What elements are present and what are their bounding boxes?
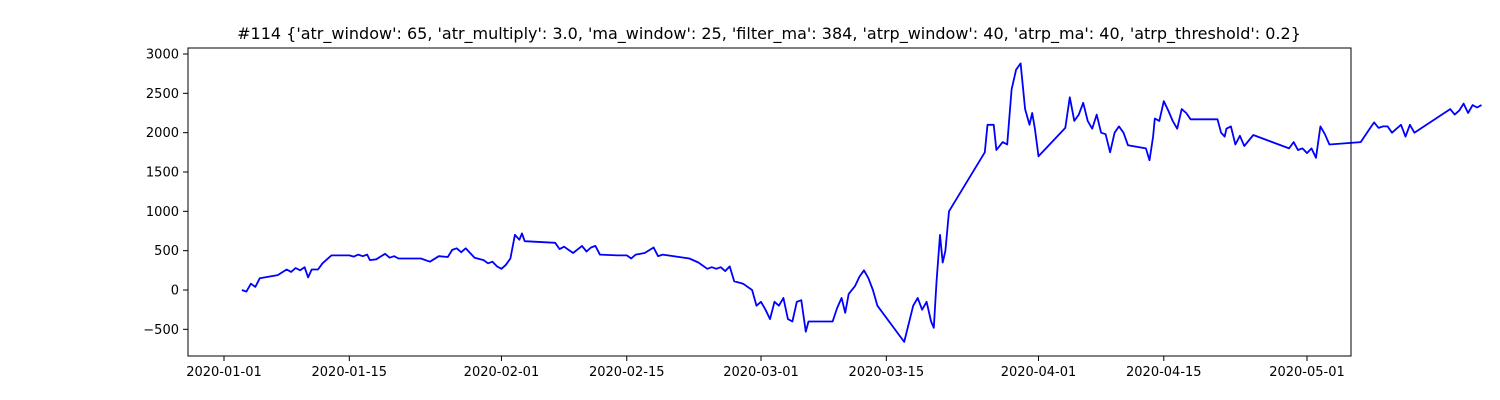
x-tick-label: 2020-04-01	[1001, 365, 1077, 380]
y-tick-label: 1500	[146, 166, 179, 181]
x-tick-label: 2020-02-15	[589, 365, 665, 380]
plot-area	[241, 62, 1482, 343]
x-tick-label: 2020-03-15	[849, 365, 925, 380]
x-tick-label: 2020-03-01	[723, 365, 799, 380]
x-tick-label: 2020-05-01	[1269, 365, 1345, 380]
y-tick-label: 3000	[146, 48, 179, 63]
y-tick-label: 1000	[146, 205, 179, 220]
y-axis: −500 0 500 1000 1500 2000 2500 3000	[143, 48, 188, 338]
x-tick-label: 2020-01-15	[312, 365, 388, 380]
y-tick-label: −500	[143, 323, 179, 338]
chart-title: #114 {'atr_window': 65, 'atr_multiply': …	[237, 24, 1301, 44]
x-tick-label: 2020-04-15	[1126, 365, 1202, 380]
series-line	[241, 62, 1482, 343]
x-axis: 2020-01-01 2020-01-15 2020-02-01 2020-02-15…	[186, 356, 1345, 380]
y-tick-label: 0	[171, 284, 179, 299]
y-tick-label: 2000	[146, 126, 179, 141]
y-tick-label: 500	[154, 244, 179, 259]
x-tick-label: 2020-01-01	[186, 365, 262, 380]
plot-frame	[187, 47, 1352, 357]
x-tick-label: 2020-02-01	[464, 365, 540, 380]
y-tick-label: 2500	[146, 87, 179, 102]
